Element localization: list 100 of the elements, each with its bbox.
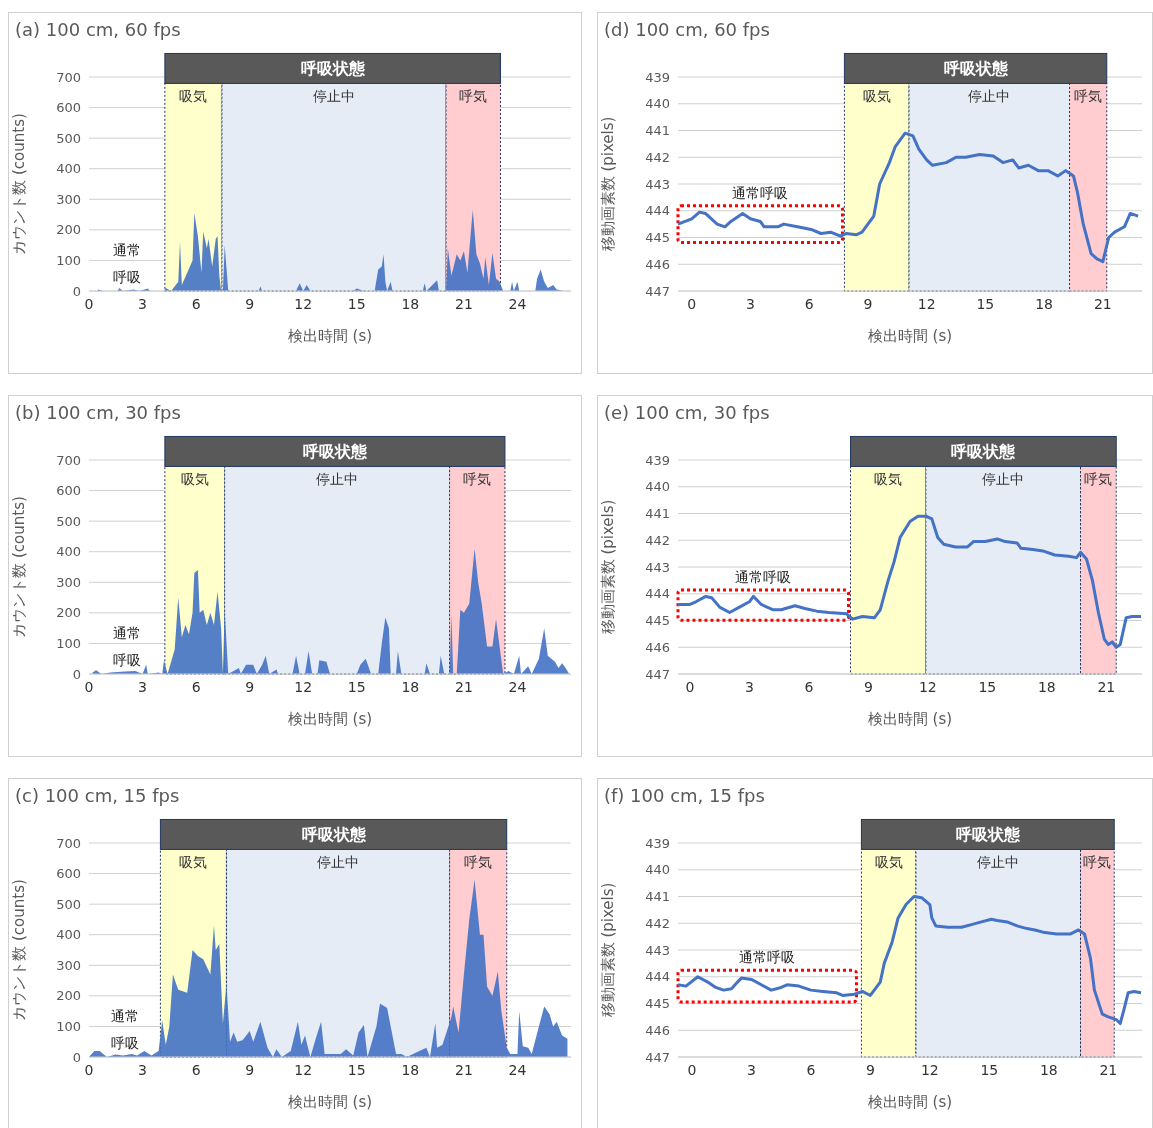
annotation: 呼吸状態 bbox=[955, 824, 1021, 844]
x-tick-label: 9 bbox=[245, 1061, 255, 1078]
y-tick-label: 300 bbox=[56, 574, 81, 590]
y-tick-label: 200 bbox=[56, 988, 81, 1004]
x-tick-label: 21 bbox=[454, 1061, 473, 1078]
line-series bbox=[678, 514, 1142, 649]
x-tick-label: 15 bbox=[347, 1061, 366, 1078]
annotation: 通常 bbox=[112, 625, 141, 642]
y-tick-label: 443 bbox=[645, 176, 670, 192]
header-banner: 呼吸状態 bbox=[860, 818, 1115, 850]
x-tick-label: 15 bbox=[976, 295, 995, 312]
y-tick-label: 442 bbox=[645, 532, 670, 548]
y-tick-label: 441 bbox=[645, 506, 670, 522]
y-tick-label: 700 bbox=[56, 835, 81, 851]
band-label: 呼気 bbox=[459, 88, 488, 105]
x-tick-label: 3 bbox=[138, 678, 148, 695]
x-axis-title: 検出時間 (s) bbox=[287, 710, 373, 728]
y-tick-label: 446 bbox=[645, 1022, 670, 1038]
y-tick-label: 441 bbox=[645, 123, 670, 139]
y-tick-label: 441 bbox=[645, 889, 670, 905]
chart-title: (e) 100 cm, 30 fps bbox=[604, 402, 770, 423]
x-tick-label: 18 bbox=[1039, 1061, 1058, 1078]
x-tick-label: 21 bbox=[1097, 678, 1116, 695]
y-axis-title: 移動画素数 (pixels) bbox=[599, 116, 618, 252]
x-tick-label: 21 bbox=[1093, 295, 1112, 312]
annotation: 通常呼吸 bbox=[735, 569, 792, 586]
annotation: 通常呼吸 bbox=[732, 184, 789, 201]
x-tick-label: 9 bbox=[245, 295, 255, 312]
x-tick-label: 6 bbox=[806, 1061, 816, 1078]
annotation: 呼吸状態 bbox=[300, 58, 366, 78]
band-label: 停止中 bbox=[316, 471, 359, 488]
x-tick-label: 12 bbox=[294, 1061, 313, 1078]
x-axis-title: 検出時間 (s) bbox=[867, 327, 953, 345]
y-tick-label: 400 bbox=[56, 544, 81, 560]
x-tick-label: 3 bbox=[744, 678, 754, 695]
x-axis-title: 検出時間 (s) bbox=[287, 1093, 373, 1111]
x-tick-label: 0 bbox=[685, 678, 695, 695]
y-tick-label: 439 bbox=[645, 69, 670, 85]
x-tick-label: 0 bbox=[84, 295, 94, 312]
x-tick-label: 3 bbox=[745, 295, 755, 312]
y-axis-title: カウント数 (counts) bbox=[10, 113, 29, 255]
y-axis-title: 移動画素数 (pixels) bbox=[599, 882, 618, 1018]
band-label: 停止中 bbox=[317, 854, 360, 871]
y-tick-label: 439 bbox=[645, 452, 670, 468]
x-tick-label: 18 bbox=[401, 678, 420, 695]
y-axis-title: 移動画素数 (pixels) bbox=[599, 499, 618, 635]
y-tick-label: 0 bbox=[72, 1049, 81, 1065]
x-tick-label: 0 bbox=[687, 1061, 697, 1078]
line-series bbox=[678, 131, 1140, 264]
y-axis-title: カウント数 (counts) bbox=[10, 879, 29, 1021]
chart-title: (a) 100 cm, 60 fps bbox=[15, 19, 181, 40]
x-tick-label: 18 bbox=[401, 1061, 420, 1078]
y-tick-label: 500 bbox=[56, 896, 81, 912]
y-tick-label: 600 bbox=[56, 483, 81, 499]
y-tick-label: 100 bbox=[56, 1019, 81, 1035]
y-tick-label: 445 bbox=[645, 613, 670, 629]
y-tick-label: 440 bbox=[645, 96, 670, 112]
x-tick-label: 21 bbox=[454, 295, 473, 312]
x-tick-label: 18 bbox=[1035, 295, 1054, 312]
annotation: 通常呼吸 bbox=[739, 949, 796, 966]
x-tick-label: 24 bbox=[508, 295, 527, 312]
x-tick-label: 6 bbox=[804, 678, 814, 695]
band-label: 呼気 bbox=[463, 471, 492, 488]
x-tick-label: 21 bbox=[454, 678, 473, 695]
y-tick-label: 500 bbox=[56, 130, 81, 146]
y-tick-label: 445 bbox=[645, 996, 670, 1012]
y-tick-label: 700 bbox=[56, 69, 81, 85]
y-tick-label: 444 bbox=[645, 203, 670, 219]
band-label: 呼気 bbox=[1074, 88, 1103, 105]
band-label: 吸気 bbox=[862, 88, 891, 105]
annotation: 通常 bbox=[110, 1008, 139, 1025]
band-label: 呼気 bbox=[464, 854, 493, 871]
header-banner: 呼吸状態 bbox=[850, 435, 1117, 467]
y-tick-label: 300 bbox=[56, 957, 81, 973]
x-tick-label: 9 bbox=[865, 1061, 875, 1078]
band-label: 呼気 bbox=[1084, 471, 1113, 488]
x-tick-label: 12 bbox=[920, 1061, 939, 1078]
annotation: 呼吸状態 bbox=[301, 824, 367, 844]
band-label: 吸気 bbox=[874, 854, 903, 871]
y-tick-label: 300 bbox=[56, 191, 81, 207]
x-tick-label: 6 bbox=[191, 1061, 201, 1078]
y-tick-label: 447 bbox=[645, 283, 670, 299]
x-tick-label: 15 bbox=[980, 1061, 999, 1078]
x-tick-label: 12 bbox=[294, 678, 313, 695]
header-banner: 呼吸状態 bbox=[164, 52, 501, 84]
y-tick-label: 444 bbox=[645, 969, 670, 985]
annotation: 呼吸 bbox=[110, 1035, 139, 1052]
y-axis-title: カウント数 (counts) bbox=[10, 496, 29, 638]
y-tick-label: 446 bbox=[645, 639, 670, 655]
band-label: 停止中 bbox=[968, 88, 1011, 105]
band-label: 吸気 bbox=[179, 854, 208, 871]
x-tick-label: 9 bbox=[245, 678, 255, 695]
x-axis-title: 検出時間 (s) bbox=[867, 710, 953, 728]
x-tick-label: 21 bbox=[1099, 1061, 1118, 1078]
y-tick-label: 600 bbox=[56, 100, 81, 116]
y-tick-label: 200 bbox=[56, 222, 81, 238]
y-tick-label: 447 bbox=[645, 666, 670, 682]
x-axis-title: 検出時間 (s) bbox=[867, 1093, 953, 1111]
x-tick-label: 15 bbox=[347, 678, 366, 695]
y-tick-label: 443 bbox=[645, 559, 670, 575]
